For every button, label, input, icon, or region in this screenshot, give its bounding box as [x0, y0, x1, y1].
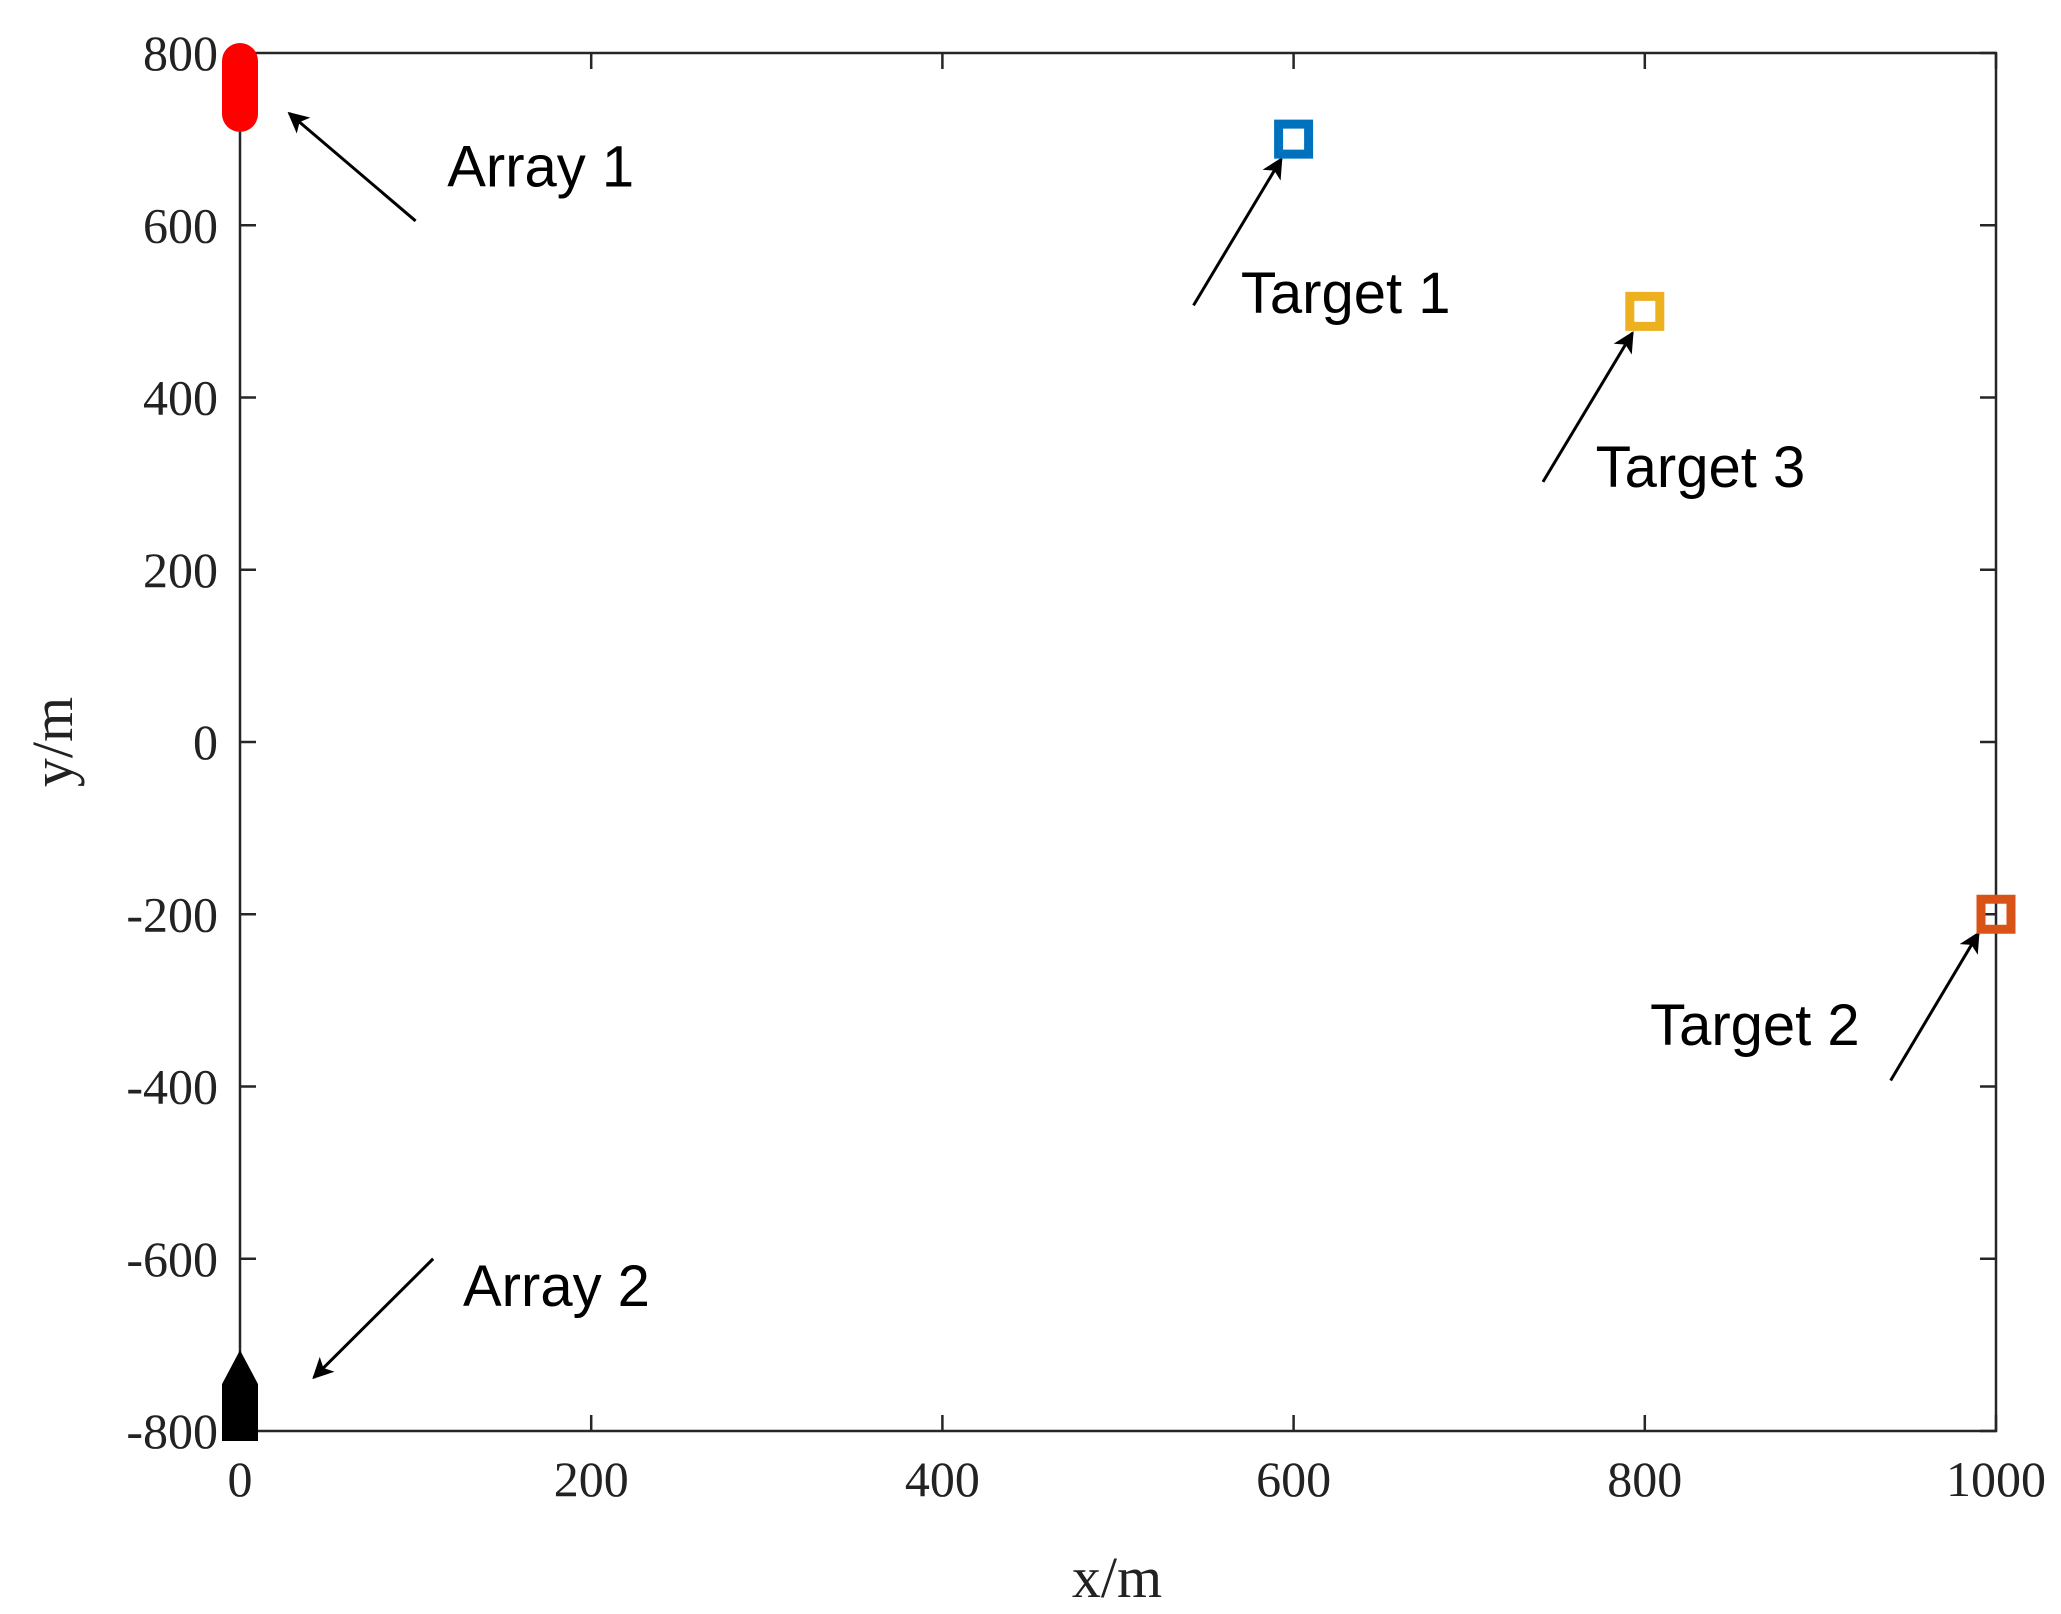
y-tick-label: 200 — [143, 542, 218, 598]
x-tick-label: 1000 — [1946, 1451, 2046, 1507]
annotations: Array 1 Target 1 Target 3 Target 2 Array 2 — [287, 111, 1980, 1380]
y-tick-label: -200 — [126, 886, 218, 942]
x-tick-label: 400 — [905, 1451, 980, 1507]
y-tick-label: 0 — [193, 714, 218, 770]
y-tick-label: -600 — [126, 1231, 218, 1287]
target-3-marker — [1625, 291, 1665, 331]
axis-ticks: 0 200 400 600 800 1000 800 600 400 200 0 -200 -400 -6… — [126, 25, 2046, 1507]
y-axis-label: y/m — [20, 697, 85, 787]
annotation-arrow — [1541, 331, 1634, 483]
target-markers — [1274, 119, 2016, 934]
y-tick-label: 600 — [143, 197, 218, 253]
annotation-arrow — [312, 1257, 435, 1380]
array-1-marker — [222, 43, 258, 132]
annotation-arrow — [287, 111, 417, 223]
y-tick-label: -800 — [126, 1403, 218, 1459]
annotation-label: Target 2 — [1650, 993, 1860, 1058]
annotation-label: Target 3 — [1596, 435, 1806, 500]
x-tick-label: 600 — [1256, 1451, 1331, 1507]
x-tick-label: 800 — [1607, 1451, 1682, 1507]
annotation-arrow — [1192, 157, 1283, 307]
y-tick-label: 800 — [143, 25, 218, 81]
annotation-arrow — [1889, 931, 1980, 1082]
x-tick-label: 0 — [228, 1451, 253, 1507]
target-1-marker — [1274, 119, 1314, 159]
array-markers — [222, 43, 258, 1441]
array-2-marker — [222, 1350, 258, 1441]
y-tick-label: 400 — [143, 370, 218, 426]
plot-frame — [238, 51, 1998, 1433]
y-tick-label: -400 — [126, 1059, 218, 1115]
annotation-label: Target 1 — [1241, 261, 1451, 326]
annotation-label: Array 1 — [447, 134, 634, 199]
x-tick-label: 200 — [554, 1451, 629, 1507]
x-axis-label: x/m — [1072, 1545, 1162, 1610]
annotation-label: Array 2 — [463, 1254, 650, 1319]
target-2-marker — [1976, 894, 2016, 934]
